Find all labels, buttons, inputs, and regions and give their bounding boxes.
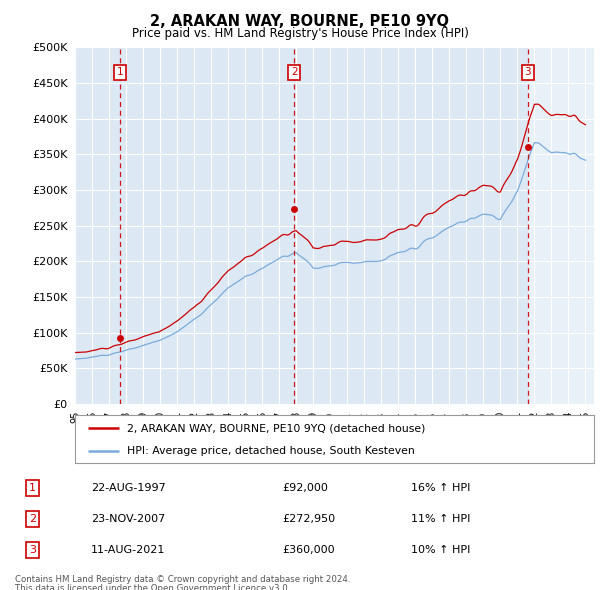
- Text: 16% ↑ HPI: 16% ↑ HPI: [411, 483, 470, 493]
- Text: £92,000: £92,000: [283, 483, 329, 493]
- Text: £360,000: £360,000: [283, 545, 335, 555]
- Text: Contains HM Land Registry data © Crown copyright and database right 2024.: Contains HM Land Registry data © Crown c…: [15, 575, 350, 584]
- Text: £272,950: £272,950: [283, 514, 336, 524]
- Text: 2: 2: [29, 514, 36, 524]
- Text: 23-NOV-2007: 23-NOV-2007: [91, 514, 165, 524]
- Text: 3: 3: [524, 67, 531, 77]
- Text: 11-AUG-2021: 11-AUG-2021: [91, 545, 165, 555]
- Text: 3: 3: [29, 545, 36, 555]
- Text: This data is licensed under the Open Government Licence v3.0.: This data is licensed under the Open Gov…: [15, 584, 290, 590]
- Text: Price paid vs. HM Land Registry's House Price Index (HPI): Price paid vs. HM Land Registry's House …: [131, 27, 469, 40]
- Text: 2, ARAKAN WAY, BOURNE, PE10 9YQ: 2, ARAKAN WAY, BOURNE, PE10 9YQ: [151, 14, 449, 29]
- Text: 11% ↑ HPI: 11% ↑ HPI: [411, 514, 470, 524]
- Text: 1: 1: [29, 483, 36, 493]
- Text: 22-AUG-1997: 22-AUG-1997: [91, 483, 166, 493]
- Text: HPI: Average price, detached house, South Kesteven: HPI: Average price, detached house, Sout…: [127, 446, 415, 456]
- Text: 10% ↑ HPI: 10% ↑ HPI: [411, 545, 470, 555]
- Bar: [528, 47, 594, 404]
- Text: 2: 2: [291, 67, 298, 77]
- Text: 2, ARAKAN WAY, BOURNE, PE10 9YQ (detached house): 2, ARAKAN WAY, BOURNE, PE10 9YQ (detache…: [127, 423, 425, 433]
- Text: 1: 1: [116, 67, 123, 77]
